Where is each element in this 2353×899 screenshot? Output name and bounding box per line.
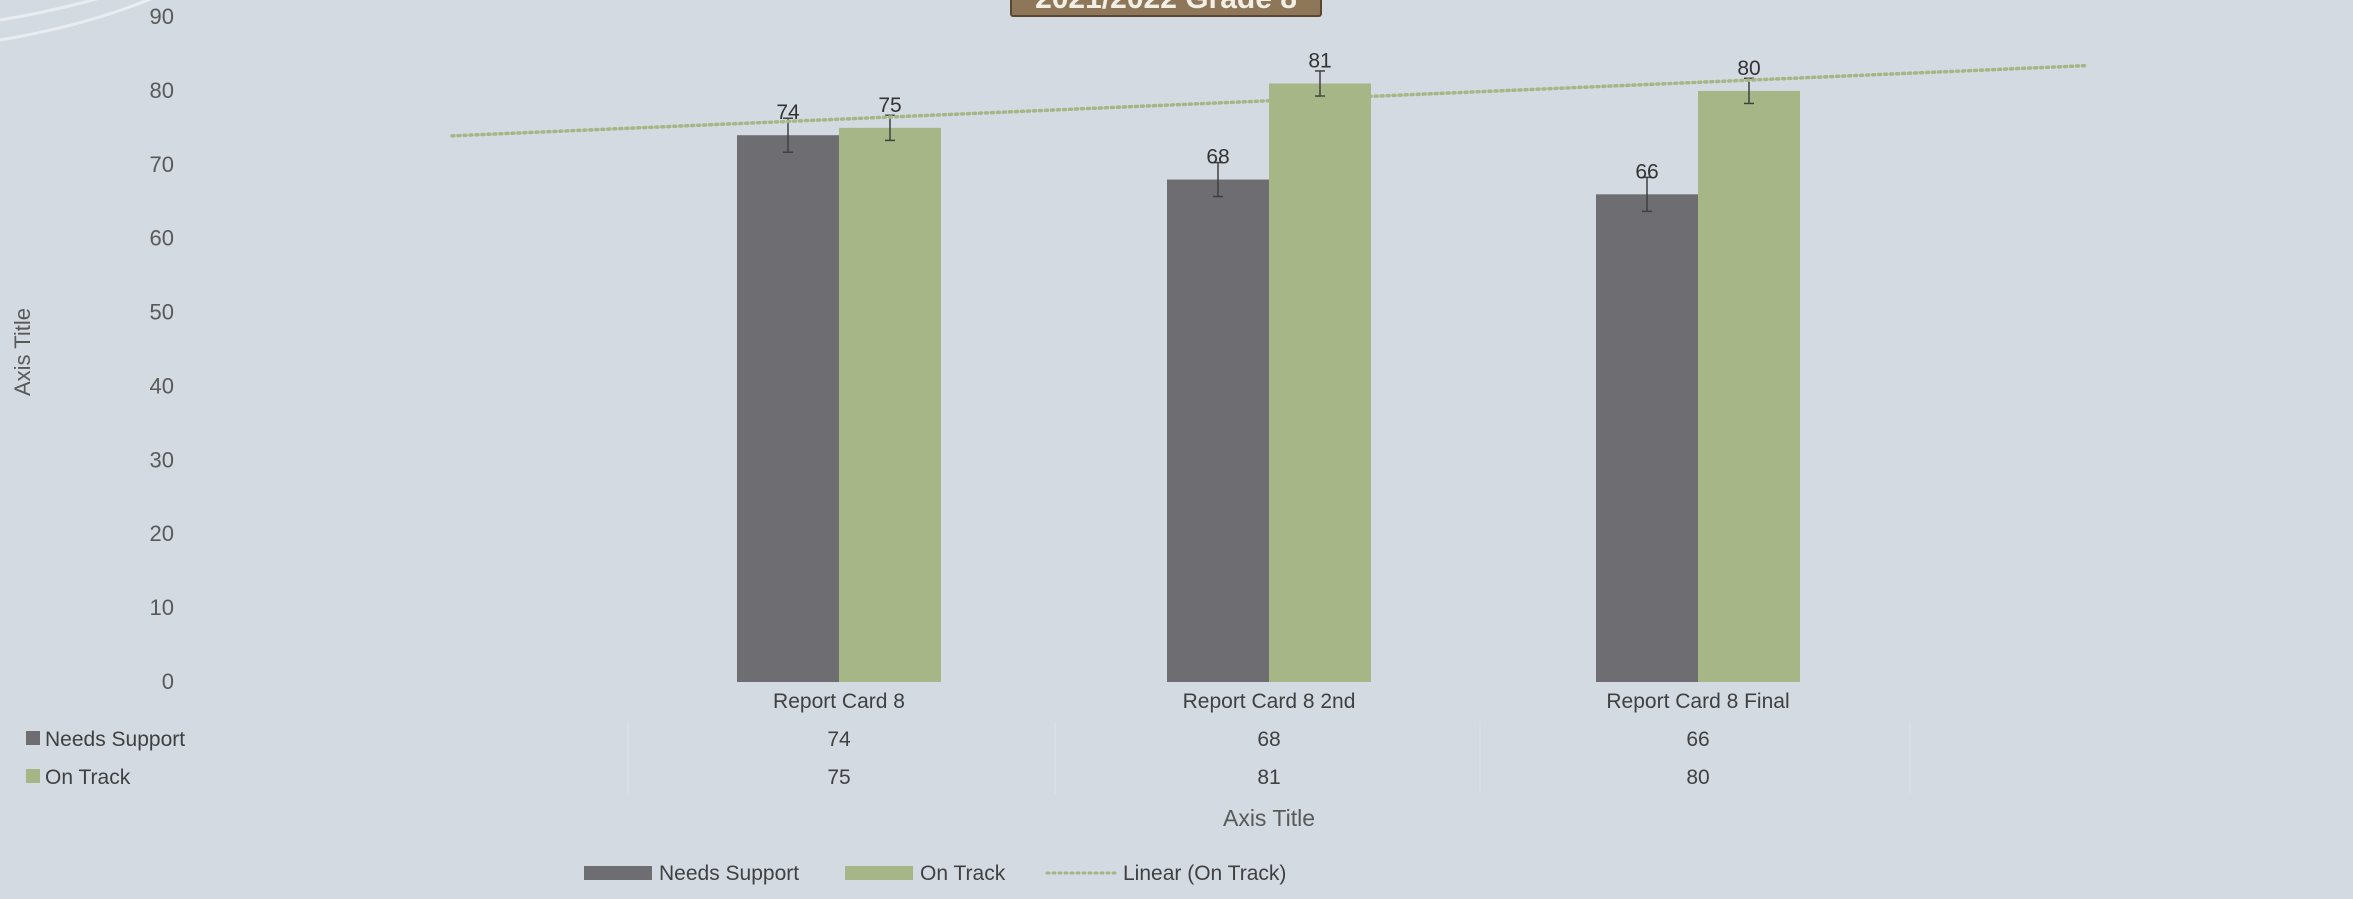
error-bar — [783, 117, 793, 153]
y-axis-title: Axis Title — [10, 308, 35, 396]
table-cell: 66 — [1686, 728, 1709, 751]
x-category-label: Report Card 8 Final — [1606, 690, 1789, 713]
x-category-label: Report Card 8 — [773, 690, 905, 713]
table-legend-key — [26, 731, 40, 745]
y-tick-label: 90 — [150, 4, 174, 29]
x-axis-title: Axis Title — [1223, 805, 1315, 831]
data-label: 81 — [1308, 50, 1331, 73]
x-category-label: Report Card 8 2nd — [1183, 690, 1356, 713]
bar-on-track — [839, 127, 941, 683]
decorative-arcs — [0, 0, 152, 42]
legend-label: Needs Support — [659, 862, 799, 885]
bar-needs-support — [737, 135, 839, 682]
legend-swatch — [584, 866, 652, 880]
table-cell: 75 — [827, 766, 850, 789]
bar-needs-support — [1596, 194, 1698, 683]
y-tick-label: 40 — [150, 373, 174, 398]
bar-on-track — [1269, 83, 1371, 682]
error-bar — [1315, 70, 1325, 97]
error-bar — [1213, 161, 1223, 198]
data-label: 74 — [776, 101, 800, 124]
table-row-label: Needs Support — [45, 728, 185, 751]
table-legend-key — [26, 769, 40, 783]
error-bar — [1642, 176, 1652, 213]
y-tick-label: 10 — [150, 595, 174, 620]
data-label: 68 — [1206, 146, 1229, 169]
y-tick-label: 70 — [150, 152, 174, 177]
chart-title-box: 2021/2022 Grade 8 — [1010, 0, 1322, 17]
legend-label: Linear (On Track) — [1123, 862, 1286, 885]
y-tick-label: 50 — [150, 300, 174, 325]
y-tick-label: 0 — [162, 669, 174, 694]
legend-label: On Track — [920, 862, 1006, 885]
table-cell: 68 — [1257, 728, 1280, 751]
trendline — [450, 63, 2088, 138]
y-tick-label: 20 — [150, 521, 174, 546]
data-label: 66 — [1635, 160, 1658, 183]
bar-needs-support — [1167, 179, 1269, 683]
data-label: 80 — [1737, 57, 1760, 80]
bar-on-track — [1698, 90, 1800, 682]
legend-swatch — [845, 866, 913, 880]
y-tick-label: 30 — [150, 447, 174, 472]
y-tick-label: 80 — [150, 78, 174, 103]
table-row-label: On Track — [45, 766, 131, 789]
chart-title: 2021/2022 Grade 8 — [1035, 0, 1297, 15]
y-tick-label: 60 — [150, 226, 174, 251]
table-cell: 74 — [827, 728, 851, 751]
table-cell: 80 — [1686, 766, 1709, 789]
data-label: 75 — [878, 94, 901, 117]
table-cell: 81 — [1257, 766, 1280, 789]
